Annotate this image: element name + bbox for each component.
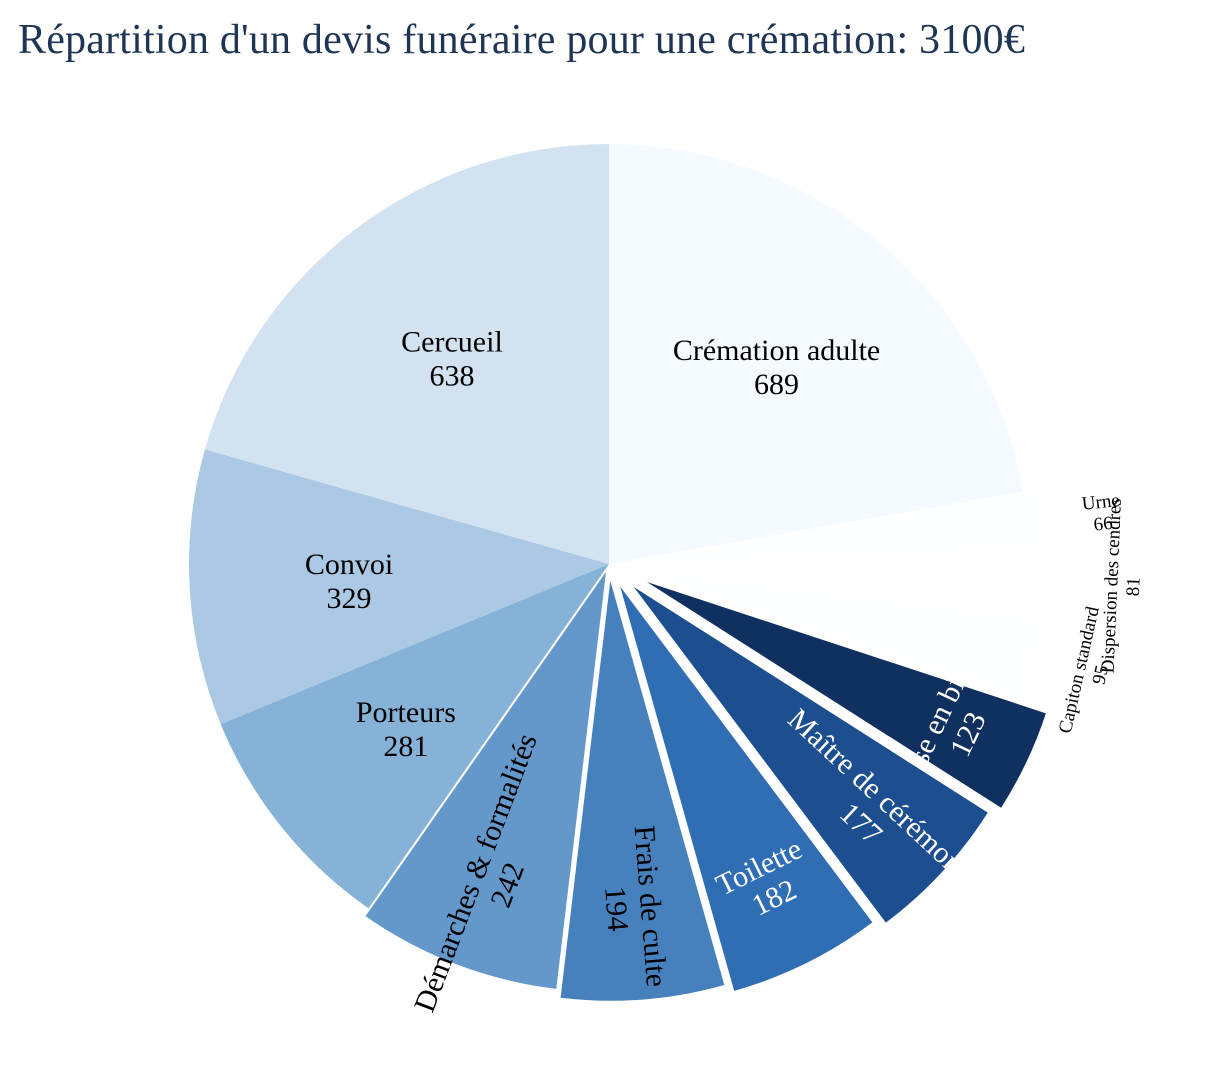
slice-label: Dispersion des cendres81 [1098,498,1149,675]
pie-chart: Crémation adulte689Urne66Dispersion des … [0,64,1218,1074]
chart-title: Répartition d'un devis funéraire pour un… [0,0,1218,64]
